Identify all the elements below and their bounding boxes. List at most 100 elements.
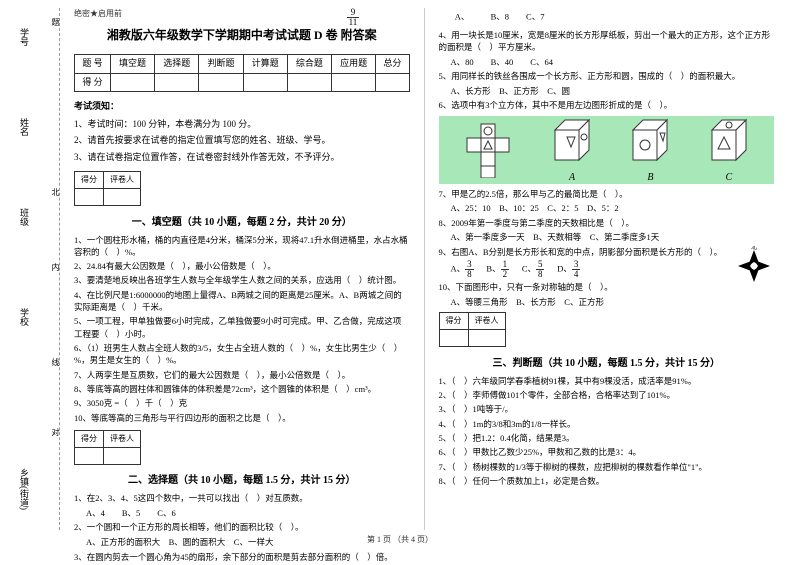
scorebox-col: 评卷人	[468, 313, 505, 330]
scorebox-col: 得分	[439, 313, 468, 330]
choice-opts: A、第一季度多一天 B、天数相等 C、第二季度多1天	[439, 231, 775, 244]
td	[439, 330, 468, 347]
cube-group: A	[547, 115, 597, 185]
td	[243, 73, 287, 92]
judge-q: 6、（ ）甲数比乙数少25%，甲数和乙数的比是3：4。	[439, 446, 775, 458]
scorebox-col: 得分	[75, 430, 104, 447]
th: 题 号	[75, 55, 111, 74]
compass-label: 北	[751, 246, 757, 251]
judge-q: 7、（ ）杨树棵数的1/3等于柳树的棵数，应把柳树的棵数看作单位"1"。	[439, 461, 775, 473]
scorebox-col: 评卷人	[104, 430, 141, 447]
den: 11	[347, 18, 360, 27]
score-table: 题 号 填空题 选择题 判断题 计算题 综合题 应用题 总分 得 分	[74, 54, 410, 92]
page-container: 学号 姓名 班级 学校 乡镇(街道) 题 北 内 线 对 绝密★启用前 湘教版六…	[0, 0, 800, 530]
frac-opts-row: A、38 B、12 C、58 D、34	[439, 260, 775, 279]
fill-q: 4、在比例尺是1:6000000的地图上量得A、B两城之间的距离是25厘米。A、…	[74, 289, 410, 314]
dashed-mark: 对	[50, 428, 61, 436]
section-2-title: 二、选择题（共 10 小题，每题 1.5 分，共计 15 分）	[74, 473, 410, 488]
fill-q: 7、人两孪生是互质数，它们的最大公因数是（ ），最小公倍数是（ ）。	[74, 369, 410, 381]
q9-row: 9、右图A、B分别是长方形长和宽的中点，阴影部分面积是长方形的（ ）。 北	[439, 246, 775, 258]
choice-opts: A、正方形的面积大 B、圆的面积大 C、一样大	[74, 536, 410, 549]
binding-label-id: 学号	[18, 28, 31, 46]
choice-q: 1、在2、3、4、5这四个数中，一共可以找出（ ）对互质数。	[74, 492, 410, 504]
fill-q: 3、要清楚地反映出各班学生人数与全年级学生人数之间的关系，应选用（ ）统计图。	[74, 274, 410, 286]
opt: C、	[522, 264, 536, 274]
judge-q: 5、（ ）把1.2：0.4化简，结果是3。	[439, 432, 775, 444]
cube-label: C	[704, 170, 754, 185]
judge-q: 4、（ ）1m的3/8和3m的1/8一样长。	[439, 418, 775, 430]
th: 综合题	[287, 55, 331, 74]
fraction: 12	[501, 260, 510, 279]
judge-q: 3、（ ）1吨等于/。	[439, 403, 775, 415]
scorebox: 得分 评卷人	[74, 430, 141, 465]
fraction: 34	[572, 260, 581, 279]
opt: D、	[557, 264, 572, 274]
scorebox-col: 得分	[75, 172, 104, 189]
choice-q: 9、右图A、B分别是长方形长和宽的中点，阴影部分面积是长方形的（ ）。	[439, 246, 775, 258]
choice-q: 5、用同样长的铁丝各围成一个长方形、正方形和圆，围成的（ ）的面积最大。	[439, 70, 775, 82]
choice-q: 7、甲是乙的2.5倍，那么甲与乙的最简比是（ ）。	[439, 188, 775, 200]
fill-q: 10、等底等高的三角形与平行四边形的面积之比是（ ）。	[74, 412, 410, 424]
binding-margin: 学号 姓名 班级 学校 乡镇(街道) 题 北 内 线 对	[12, 8, 60, 530]
scorebox-col: 评卷人	[104, 172, 141, 189]
td	[110, 73, 154, 92]
choice-q: 2、一个圆和一个正方形的周长相等，他们的面积比较（ ）。	[74, 521, 410, 533]
instructions: 1、考试时间：100 分钟，本卷满分为 100 分。 2、请首先按要求在试卷的指…	[74, 118, 410, 165]
judge-q: 2、（ ）李师傅做101个零件，全部合格，合格率达到了101%。	[439, 389, 775, 401]
td	[332, 73, 376, 92]
cube-group: C	[704, 115, 754, 185]
fraction: 38	[465, 260, 474, 279]
left-column: 绝密★启用前 湘教版六年级数学下学期期中考试试题 D 卷 附答案 题 号 填空题…	[60, 8, 424, 530]
fill-q: 2、24.84有最大公因数是（ ），最小公倍数是（ ）。	[74, 260, 410, 272]
dashed-mark: 题	[50, 18, 61, 26]
cube-diagram-area: A B	[439, 116, 775, 184]
section-1-title: 一、填空题（共 10 小题，每题 2 分，共计 20 分）	[74, 215, 410, 230]
td	[75, 447, 104, 464]
choice-q: 6、选项中有3个立方体，其中不是用左边图形折成的是（ ）。	[439, 99, 775, 111]
opt: A、 B、8 C、7	[455, 11, 545, 21]
note: 1、考试时间：100 分钟，本卷满分为 100 分。	[74, 118, 410, 132]
cube-a-icon	[547, 115, 597, 165]
binding-label-name: 姓名	[18, 118, 31, 136]
instructions-title: 考试须知：	[74, 100, 410, 114]
fraction: 9 11	[347, 8, 360, 27]
cube-label: B	[625, 170, 675, 185]
th: 总分	[376, 55, 409, 74]
opt: B、	[486, 264, 500, 274]
choice-opts: A、25：10 B、10：25 C、2：5 D、5：2	[439, 202, 775, 215]
note: 2、请首先按要求在试卷的指定位置填写您的姓名、班级、学号。	[74, 134, 410, 148]
choice-opts: A、长方形 B、正方形 C、圆	[439, 85, 775, 98]
fill-q: 1、一个圆柱形水桶，桶的内直径是4分米，桶深5分米，现将47.1升水倒进桶里，水…	[74, 234, 410, 259]
td	[104, 447, 141, 464]
td	[199, 73, 243, 92]
th: 判断题	[199, 55, 243, 74]
choice-opts: A、80 B、40 C、64	[439, 56, 775, 69]
note: 3、请在试卷指定位置作答，在试卷密封线外作答无效，不予评分。	[74, 151, 410, 165]
choice-opts: A、等腰三角形 B、长方形 C、正方形	[439, 296, 775, 309]
choice-q: 10、下面图形中，只有一条对称轴的是（ ）。	[439, 281, 775, 293]
dashed-mark: 内	[50, 263, 61, 271]
cube-c-icon	[704, 115, 754, 165]
th: 应用题	[332, 55, 376, 74]
th: 填空题	[110, 55, 154, 74]
choice-q: 4、用一块长是10厘米，宽是8厘米的长方形厚纸板，剪出一个最大的正方形，这个正方…	[439, 29, 775, 54]
scorebox: 得分 评卷人	[74, 171, 141, 206]
fill-q: 5、一项工程，甲单独做要6小时完成，乙单独做要9小时可完成。甲、乙合做，完成这项…	[74, 315, 410, 340]
td	[104, 189, 141, 206]
compass-icon: 北	[734, 246, 774, 286]
fill-q: 6、（1）班男生人数占全班人数的3/5，女生占全班人数的（ ）%，女生比男生少（…	[74, 342, 410, 367]
choice-q: 8、2009年第一季度与第二季度的天数相比是（ ）。	[439, 217, 775, 229]
opt: A、	[451, 264, 466, 274]
td	[155, 73, 199, 92]
section-3-title: 三、判断题（共 10 小题，每题 1.5 分，共计 15 分）	[439, 356, 775, 371]
td	[468, 330, 505, 347]
binding-label-class: 班级	[18, 208, 31, 226]
dashed-mark: 线	[50, 358, 61, 366]
paper-title: 湘教版六年级数学下学期期中考试试题 D 卷 附答案	[74, 26, 410, 44]
cube-net-icon	[459, 122, 519, 178]
td: 得 分	[75, 73, 111, 92]
frac-opt-line: A、 B、8 C、7 9 11	[439, 8, 775, 27]
binding-label-school: 学校	[18, 308, 31, 326]
scorebox: 得分 评卷人	[439, 312, 506, 347]
fill-q: 9、3050克 =（ ）千（ ）克	[74, 397, 410, 409]
